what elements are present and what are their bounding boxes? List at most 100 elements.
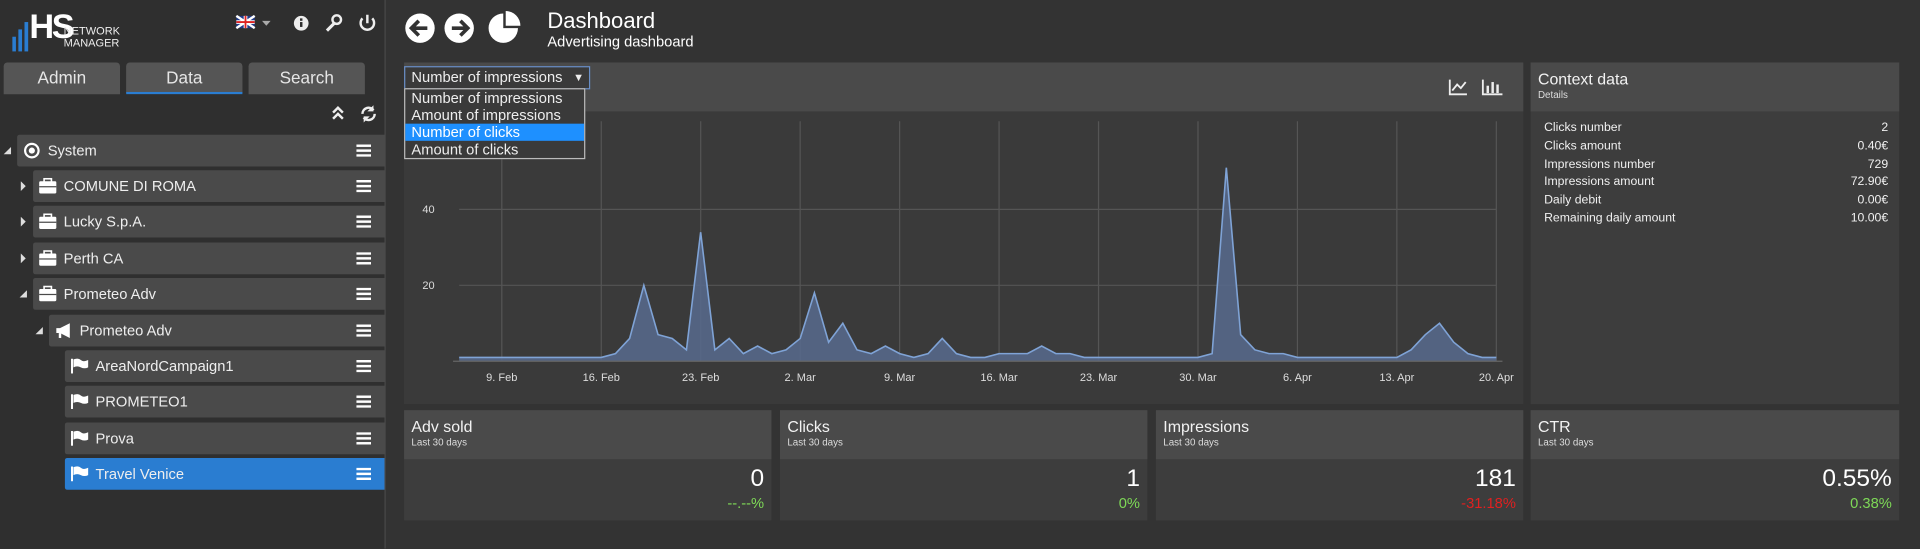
node-menu[interactable] <box>356 144 372 157</box>
node-menu[interactable] <box>356 432 372 445</box>
bar-chart-button[interactable] <box>1481 79 1503 96</box>
x-tick-label: 23. Feb <box>682 372 719 384</box>
tree-node[interactable]: Prova <box>64 422 385 455</box>
chart-panel: 20 40 9. Feb 16. Feb 23. Feb 2. Mar 9. Mar 16. … <box>404 62 1524 405</box>
stat-value: 1 <box>1126 465 1141 493</box>
node-menu[interactable] <box>356 467 372 481</box>
context-label: Clicks amount <box>1544 139 1621 153</box>
expand-arrow[interactable] <box>18 181 28 192</box>
page-title: Dashboard <box>547 8 656 34</box>
tree-node[interactable]: PROMETEO1 <box>64 385 385 418</box>
info-icon[interactable] <box>293 15 309 31</box>
pie-button[interactable] <box>488 11 521 43</box>
stat-value: 0.55% <box>1822 465 1892 493</box>
chart-type-icons <box>1448 79 1503 96</box>
stat-title: Clicks <box>787 417 830 436</box>
dropdown-option[interactable]: Number of impressions <box>411 89 563 107</box>
context-row: Clicks amount 0.40€ <box>1544 139 1888 156</box>
tree-node[interactable]: Perth CA <box>33 242 385 275</box>
x-tick-label: 6. Apr <box>1283 372 1312 384</box>
x-tick-label: 9. Feb <box>486 372 517 384</box>
x-tick-label: 20. Apr <box>1479 372 1514 384</box>
tree-node[interactable]: Travel Venice <box>64 457 385 490</box>
tab[interactable]: Admin <box>3 62 121 95</box>
settings-icon[interactable] <box>325 14 343 32</box>
context-label: Daily debit <box>1544 193 1602 208</box>
node-icon <box>39 285 57 302</box>
x-tick-label: 9. Mar <box>884 372 916 384</box>
x-tick-label: 13. Apr <box>1379 372 1414 384</box>
node-label: Lucky S.p.A. <box>63 213 147 231</box>
node-icon <box>39 213 57 229</box>
dropdown-option[interactable]: Number of clicks <box>405 123 585 141</box>
node-icon <box>71 466 89 482</box>
stat-panel: CTR Last 30 days 0.55% 0.38% <box>1530 410 1900 521</box>
tab[interactable]: Search <box>248 62 365 95</box>
tree-node[interactable]: COMUNE DI ROMA <box>33 170 385 203</box>
power-icon[interactable] <box>359 14 376 31</box>
logo-bars <box>12 22 29 52</box>
stat-panel: Clicks Last 30 days 1 0% <box>780 410 1148 521</box>
collapse-all[interactable] <box>332 106 344 120</box>
language-flag[interactable] <box>235 14 271 30</box>
stat-change: --.--% <box>727 494 765 512</box>
node-icon <box>71 358 89 374</box>
context-value: 10.00€ <box>1850 211 1889 226</box>
dropdown-option[interactable]: Amount of impressions <box>411 106 561 124</box>
expand-arrow[interactable] <box>18 289 28 299</box>
node-menu[interactable] <box>356 215 372 228</box>
node-menu[interactable] <box>356 395 372 408</box>
node-menu[interactable] <box>356 180 372 193</box>
page-subtitle: Advertising dashboard <box>547 33 694 51</box>
stat-panel: Impressions Last 30 days 181 -31.18% <box>1155 410 1524 521</box>
tree-node[interactable]: System <box>17 134 385 167</box>
node-label: Travel Venice <box>95 465 184 483</box>
stat-subtitle: Last 30 days <box>1537 437 1594 449</box>
node-label: COMUNE DI ROMA <box>63 177 196 195</box>
metric-select[interactable]: Number of impressions ▼ <box>404 66 591 90</box>
stat-title: CTR <box>1537 417 1571 436</box>
context-row: Impressions amount 72.90€ <box>1544 176 1888 193</box>
forward-button[interactable] <box>444 13 474 43</box>
x-tick-label: 30. Mar <box>1179 372 1217 384</box>
stat-subtitle: Last 30 days <box>1163 437 1219 449</box>
panel-title: Context data <box>1537 69 1629 89</box>
selected-option: Number of impressions <box>411 68 563 86</box>
tree-node[interactable]: AreaNordCampaign1 <box>64 350 385 383</box>
context-label: Impressions amount <box>1544 175 1655 190</box>
stat-title: Adv sold <box>411 417 473 436</box>
node-menu[interactable] <box>356 252 372 265</box>
refresh[interactable] <box>361 105 376 123</box>
node-menu[interactable] <box>356 360 372 373</box>
back-button[interactable] <box>405 13 435 43</box>
chart: 20 40 9. Feb 16. Feb 23. Feb 2. Mar 9. Mar 16. … <box>404 111 1524 405</box>
stat-change: 0.38% <box>1850 494 1892 512</box>
expand-arrow[interactable] <box>34 326 44 336</box>
area-line <box>459 167 1497 359</box>
node-menu[interactable] <box>356 287 372 301</box>
y-tick-label: 20 <box>422 280 434 292</box>
logo-line: NETWORK <box>63 24 121 37</box>
context-value: 2 <box>1881 121 1889 135</box>
expand-arrow[interactable] <box>18 253 28 264</box>
dropdown-option[interactable]: Amount of clicks <box>411 140 519 158</box>
tree-node[interactable]: Lucky S.p.A. <box>33 205 385 238</box>
stat-panel: Adv sold Last 30 days 0 --.--% <box>404 410 772 521</box>
stat-header: Impressions Last 30 days <box>1155 410 1524 460</box>
expand-arrow[interactable] <box>18 216 28 227</box>
x-tick-label: 16. Mar <box>980 372 1018 384</box>
context-value: 0.40€ <box>1857 139 1889 153</box>
toolbar-icons <box>235 14 376 32</box>
tree-node[interactable]: Prometeo Adv <box>33 277 385 310</box>
stat-value: 181 <box>1475 465 1516 493</box>
node-label: Perth CA <box>63 249 124 267</box>
nav-icons <box>405 11 521 43</box>
node-menu[interactable] <box>356 324 372 337</box>
line-chart-button[interactable] <box>1448 79 1467 96</box>
node-label: Prometeo Adv <box>79 322 172 340</box>
tab[interactable]: Data <box>126 62 243 95</box>
expand-arrow[interactable] <box>2 146 12 156</box>
node-icon <box>24 142 40 159</box>
tree-node[interactable]: Prometeo Adv <box>48 314 385 347</box>
